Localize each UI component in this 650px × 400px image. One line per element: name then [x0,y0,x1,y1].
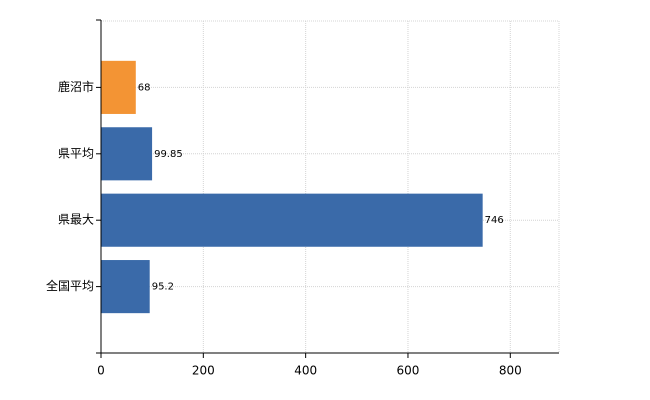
y-tick-label: 鹿沼市 [58,79,94,94]
value-label: 99.85 [154,149,183,160]
bar [101,260,150,314]
y-tick-label: 県最大 [58,213,94,227]
x-tick-label: 200 [192,364,215,378]
x-tick-label: 600 [397,364,420,378]
y-tick-label: 全国平均 [46,278,94,293]
value-label: 95.2 [152,282,174,293]
value-label: 746 [485,215,504,226]
x-tick-label: 400 [294,364,317,378]
value-label: 68 [138,82,151,93]
bar [101,193,483,247]
bar [101,127,153,181]
bar [101,60,136,114]
y-tick-label: 県平均 [58,146,94,160]
x-tick-label: 0 [97,364,105,378]
x-tick-label: 800 [499,364,522,378]
